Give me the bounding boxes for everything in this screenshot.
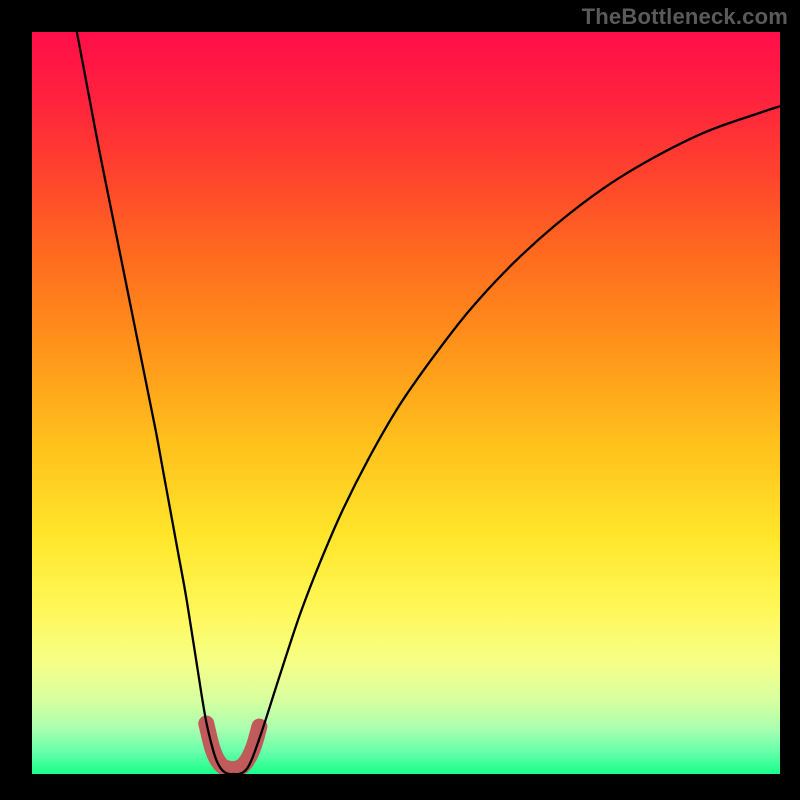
bottleneck-curve bbox=[77, 32, 780, 774]
curve-layer bbox=[32, 32, 780, 774]
chart-frame: TheBottleneck.com bbox=[0, 0, 800, 800]
plot-area bbox=[32, 32, 780, 774]
watermark-text: TheBottleneck.com bbox=[582, 4, 788, 30]
